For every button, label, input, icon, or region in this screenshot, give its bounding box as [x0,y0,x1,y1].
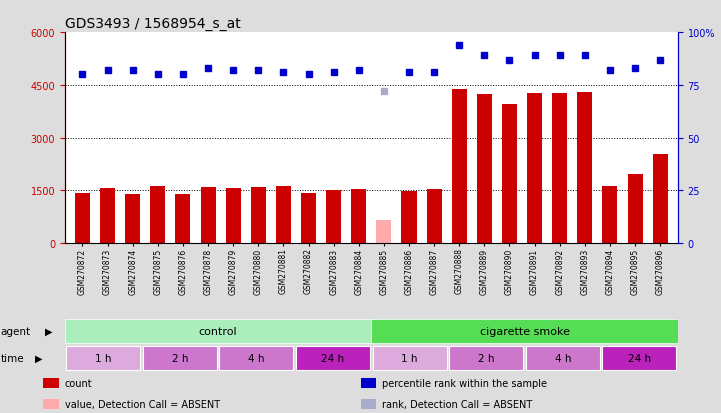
Bar [43,378,59,388]
Bar [296,346,370,370]
Bar [360,399,376,409]
Bar [371,319,678,344]
Text: GDS3493 / 1568954_s_at: GDS3493 / 1568954_s_at [65,17,241,31]
Text: 4 h: 4 h [554,353,571,363]
Bar [175,195,190,244]
Bar [251,188,266,244]
Text: 4 h: 4 h [248,353,265,363]
Bar [276,186,291,244]
Bar [376,221,392,244]
Text: ▶: ▶ [35,353,42,363]
Text: control: control [199,326,237,337]
Bar [226,189,241,244]
Bar [402,191,417,244]
Bar [449,346,523,370]
Text: time: time [1,353,25,363]
Text: 2 h: 2 h [172,353,188,363]
Bar [627,175,642,244]
Bar [66,346,140,370]
Text: 1 h: 1 h [95,353,112,363]
Bar [653,154,668,244]
Bar [502,105,517,244]
Bar [150,187,165,244]
Bar [578,93,593,244]
Bar [373,346,446,370]
Text: 24 h: 24 h [322,353,345,363]
Bar [602,187,617,244]
Text: count: count [65,378,92,388]
Text: rank, Detection Call = ABSENT: rank, Detection Call = ABSENT [382,399,532,409]
Bar [43,399,59,409]
Text: cigarette smoke: cigarette smoke [479,326,570,337]
Bar [143,346,217,370]
Text: 24 h: 24 h [628,353,651,363]
Text: 2 h: 2 h [478,353,495,363]
Bar [451,90,466,244]
Bar [219,346,293,370]
Bar [360,378,376,388]
Bar [552,94,567,244]
Text: agent: agent [1,326,31,337]
Bar [100,189,115,244]
Bar [326,191,341,244]
Text: percentile rank within the sample: percentile rank within the sample [382,378,547,388]
Text: value, Detection Call = ABSENT: value, Detection Call = ABSENT [65,399,220,409]
Text: 1 h: 1 h [402,353,418,363]
Bar [301,193,316,244]
Bar [427,190,442,244]
Bar [351,189,366,244]
Bar [603,346,676,370]
Bar [526,346,600,370]
Text: ▶: ▶ [45,326,52,337]
Bar [65,319,371,344]
Bar [527,94,542,244]
Bar [200,188,216,244]
Bar [477,95,492,244]
Bar [75,194,90,244]
Bar [125,195,141,244]
